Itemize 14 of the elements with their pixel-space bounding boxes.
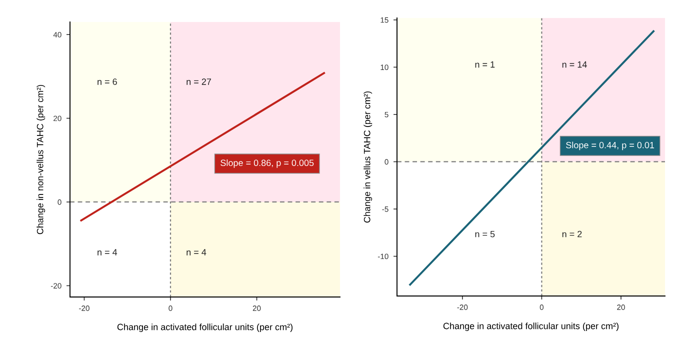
annotation: Slope = 0.86, p = 0.005 — [220, 159, 314, 168]
annotation: n = 1 — [475, 61, 495, 68]
annotation: n = 6 — [98, 78, 117, 85]
annotation: n = 5 — [475, 230, 495, 238]
annotation: Slope = 0.44, p = 0.01 — [566, 142, 654, 150]
annotation: n = 4 — [98, 249, 118, 256]
y-axis-title: Change in vellus TAHC (per cm²) — [364, 91, 372, 223]
x-axis-title: Change in activated follicular units (per cm²) — [443, 322, 619, 331]
annotation: n = 27 — [186, 78, 211, 85]
annotation: n = 4 — [186, 249, 206, 256]
y-axis-title: Change in non-vellus TAHC (per cm²) — [36, 84, 46, 234]
annotation: n = 14 — [562, 61, 587, 68]
annotation: n = 2 — [562, 230, 582, 238]
x-axis-title: Change in activated follicular units (per cm²) — [117, 324, 293, 332]
